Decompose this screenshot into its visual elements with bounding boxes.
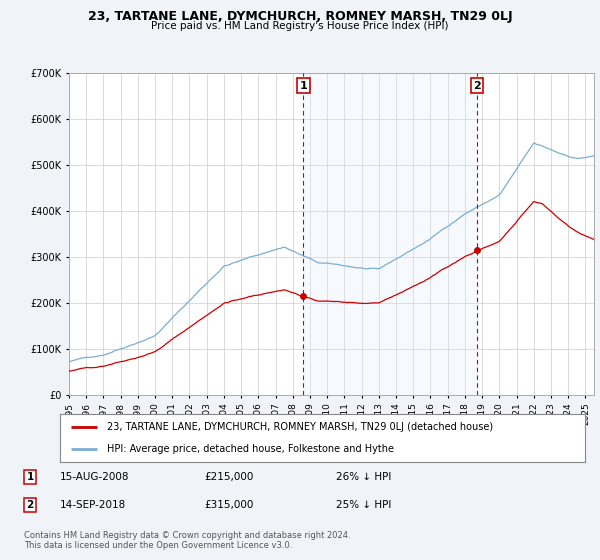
Text: 1: 1 (26, 472, 34, 482)
Text: £215,000: £215,000 (204, 472, 253, 482)
Text: 15-AUG-2008: 15-AUG-2008 (60, 472, 130, 482)
Text: HPI: Average price, detached house, Folkestone and Hythe: HPI: Average price, detached house, Folk… (107, 444, 394, 454)
Text: 14-SEP-2018: 14-SEP-2018 (60, 500, 126, 510)
Text: 1: 1 (299, 81, 307, 91)
Text: £315,000: £315,000 (204, 500, 253, 510)
Text: 23, TARTANE LANE, DYMCHURCH, ROMNEY MARSH, TN29 0LJ (detached house): 23, TARTANE LANE, DYMCHURCH, ROMNEY MARS… (107, 422, 493, 432)
Text: Contains HM Land Registry data © Crown copyright and database right 2024.
This d: Contains HM Land Registry data © Crown c… (24, 531, 350, 550)
Text: 26% ↓ HPI: 26% ↓ HPI (336, 472, 391, 482)
Text: 2: 2 (473, 81, 481, 91)
Text: 25% ↓ HPI: 25% ↓ HPI (336, 500, 391, 510)
Text: 2: 2 (26, 500, 34, 510)
Text: Price paid vs. HM Land Registry's House Price Index (HPI): Price paid vs. HM Land Registry's House … (151, 21, 449, 31)
Bar (304, 73, 477, 395)
Text: 23, TARTANE LANE, DYMCHURCH, ROMNEY MARSH, TN29 0LJ: 23, TARTANE LANE, DYMCHURCH, ROMNEY MARS… (88, 10, 512, 22)
